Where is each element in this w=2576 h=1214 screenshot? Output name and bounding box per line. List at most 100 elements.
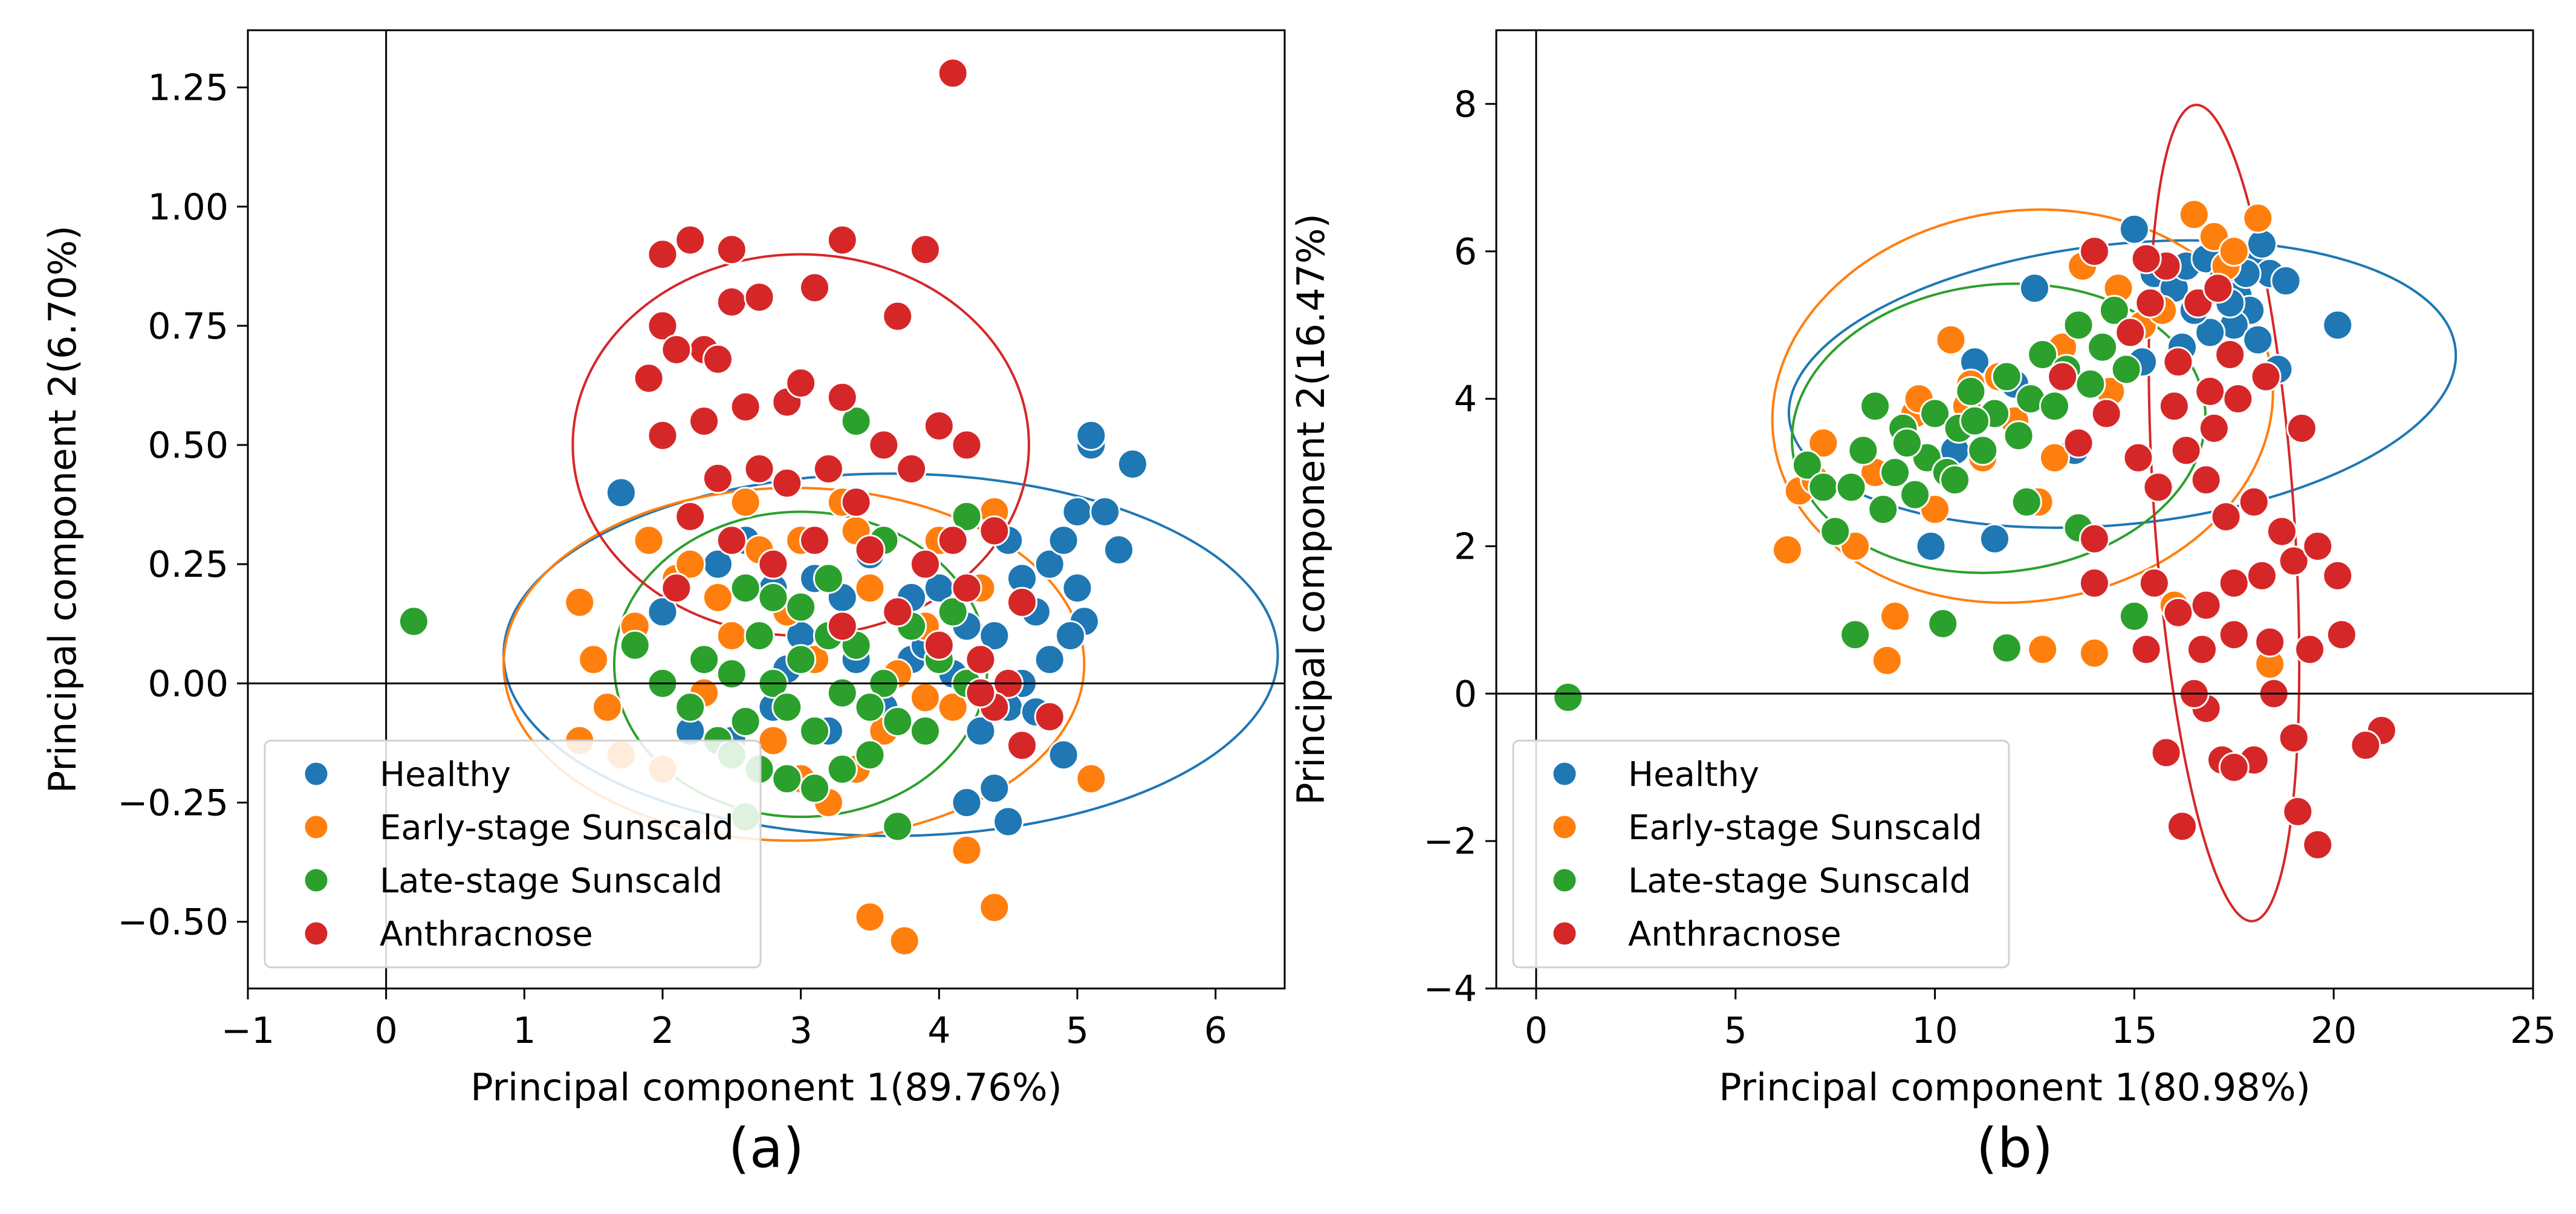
point-healthy bbox=[1034, 548, 1065, 580]
legend-marker-late-stage-sunscald bbox=[1551, 867, 1578, 894]
point-late-stage-sunscald bbox=[882, 811, 913, 842]
point-anthracnose bbox=[937, 57, 968, 89]
point-late-stage-sunscald bbox=[716, 658, 747, 690]
point-anthracnose bbox=[2130, 243, 2162, 274]
point-anthracnose bbox=[771, 467, 803, 499]
point-anthracnose bbox=[896, 453, 927, 484]
point-late-stage-sunscald bbox=[2118, 600, 2150, 632]
point-late-stage-sunscald bbox=[951, 501, 982, 532]
point-anthracnose bbox=[2238, 486, 2269, 518]
y-tick-label: 2 bbox=[1454, 525, 1477, 568]
y-tick-label: 0.75 bbox=[148, 305, 229, 348]
legend-label-anthracnose: Anthracnose bbox=[380, 915, 593, 954]
point-late-stage-sunscald bbox=[689, 644, 720, 675]
point-early-stage-sunscald bbox=[854, 573, 886, 604]
point-late-stage-sunscald bbox=[1900, 479, 1931, 510]
legend-label-healthy: Healthy bbox=[1628, 755, 1759, 794]
point-late-stage-sunscald bbox=[1939, 464, 1971, 496]
point-early-stage-sunscald bbox=[2027, 634, 2059, 665]
point-anthracnose bbox=[2115, 317, 2146, 348]
point-anthracnose bbox=[2190, 464, 2222, 496]
point-anthracnose bbox=[2198, 412, 2230, 444]
point-anthracnose bbox=[937, 525, 968, 556]
point-late-stage-sunscald bbox=[854, 692, 886, 723]
point-anthracnose bbox=[647, 310, 678, 342]
panel-label: (b) bbox=[1976, 1117, 2053, 1180]
point-anthracnose bbox=[2158, 391, 2190, 422]
point-healthy bbox=[979, 773, 1010, 804]
point-anthracnose bbox=[2047, 361, 2078, 392]
point-anthracnose bbox=[661, 334, 692, 365]
point-late-stage-sunscald bbox=[2027, 339, 2059, 370]
point-anthracnose bbox=[2078, 236, 2110, 267]
x-axis-label: Principal component 1(80.98%) bbox=[1719, 1065, 2311, 1109]
point-anthracnose bbox=[2214, 339, 2246, 370]
point-anthracnose bbox=[2326, 619, 2357, 651]
point-anthracnose bbox=[647, 420, 678, 451]
point-early-stage-sunscald bbox=[2078, 637, 2110, 669]
legend-label-healthy: Healthy bbox=[380, 755, 511, 794]
point-late-stage-sunscald bbox=[675, 692, 706, 723]
point-healthy bbox=[1048, 525, 1079, 556]
legend-box bbox=[264, 739, 762, 969]
legend-label-early-stage-sunscald: Early-stage Sunscald bbox=[1628, 808, 1982, 848]
point-healthy bbox=[2195, 317, 2226, 348]
point-late-stage-sunscald bbox=[1967, 435, 1999, 466]
legend-label-late-stage-sunscald: Late-stage Sunscald bbox=[1628, 862, 1971, 901]
point-late-stage-sunscald bbox=[1808, 472, 1839, 503]
point-late-stage-sunscald bbox=[744, 620, 775, 651]
point-early-stage-sunscald bbox=[675, 548, 706, 580]
point-anthracnose bbox=[2078, 523, 2110, 554]
legend-box bbox=[1512, 739, 2010, 969]
x-tick-label: 1 bbox=[513, 1010, 536, 1052]
point-late-stage-sunscald bbox=[1959, 405, 1991, 437]
point-anthracnose bbox=[951, 573, 982, 604]
point-anthracnose bbox=[702, 463, 733, 494]
point-early-stage-sunscald bbox=[633, 525, 664, 556]
y-tick-label: −4 bbox=[1424, 968, 1477, 1010]
scatter-points bbox=[1552, 199, 2397, 860]
point-healthy bbox=[965, 715, 996, 747]
x-tick-label: 2 bbox=[651, 1010, 674, 1052]
point-anthracnose bbox=[2278, 722, 2309, 753]
point-late-stage-sunscald bbox=[1552, 681, 1584, 713]
point-late-stage-sunscald bbox=[758, 582, 789, 613]
point-healthy bbox=[1055, 620, 1086, 651]
point-anthracnose bbox=[2162, 346, 2194, 378]
axis-ticks: −1 0 1 2 3 4 5 6 −0.50 −0.25 0.00 0.25 0.50 0.75 1.00 1… bbox=[117, 67, 1227, 1052]
point-anthracnose bbox=[1007, 730, 1038, 761]
point-anthracnose bbox=[758, 548, 789, 580]
legend-marker-healthy bbox=[303, 761, 329, 787]
point-anthracnose bbox=[2322, 560, 2354, 591]
point-early-stage-sunscald bbox=[909, 682, 941, 713]
point-healthy bbox=[979, 620, 1010, 651]
x-tick-label: 20 bbox=[2311, 1010, 2357, 1052]
point-anthracnose bbox=[2130, 634, 2162, 665]
point-anthracnose bbox=[675, 224, 706, 256]
point-late-stage-sunscald bbox=[813, 563, 844, 594]
y-tick-label: −0.25 bbox=[117, 782, 229, 824]
point-early-stage-sunscald bbox=[716, 620, 747, 651]
point-anthracnose bbox=[2222, 383, 2254, 415]
point-healthy bbox=[1075, 420, 1107, 451]
point-late-stage-sunscald bbox=[398, 606, 429, 637]
point-anthracnose bbox=[2218, 567, 2250, 599]
point-late-stage-sunscald bbox=[2039, 391, 2070, 422]
y-axis-label: Principal component 2(6.70%) bbox=[41, 226, 85, 793]
point-anthracnose bbox=[2302, 829, 2334, 860]
x-tick-label: 5 bbox=[1724, 1010, 1747, 1052]
point-anthracnose bbox=[744, 282, 775, 313]
point-early-stage-sunscald bbox=[702, 582, 733, 613]
point-early-stage-sunscald bbox=[1871, 644, 1903, 676]
point-late-stage-sunscald bbox=[826, 753, 858, 785]
point-early-stage-sunscald bbox=[937, 692, 968, 723]
point-healthy bbox=[2270, 265, 2302, 297]
point-anthracnose bbox=[2202, 273, 2234, 304]
point-healthy bbox=[647, 596, 678, 628]
point-anthracnose bbox=[1007, 586, 1038, 618]
point-late-stage-sunscald bbox=[771, 763, 803, 794]
point-late-stage-sunscald bbox=[2063, 310, 2094, 341]
x-tick-label: 5 bbox=[1066, 1010, 1089, 1052]
plot-frame bbox=[247, 29, 1286, 990]
point-late-stage-sunscald bbox=[909, 715, 941, 747]
